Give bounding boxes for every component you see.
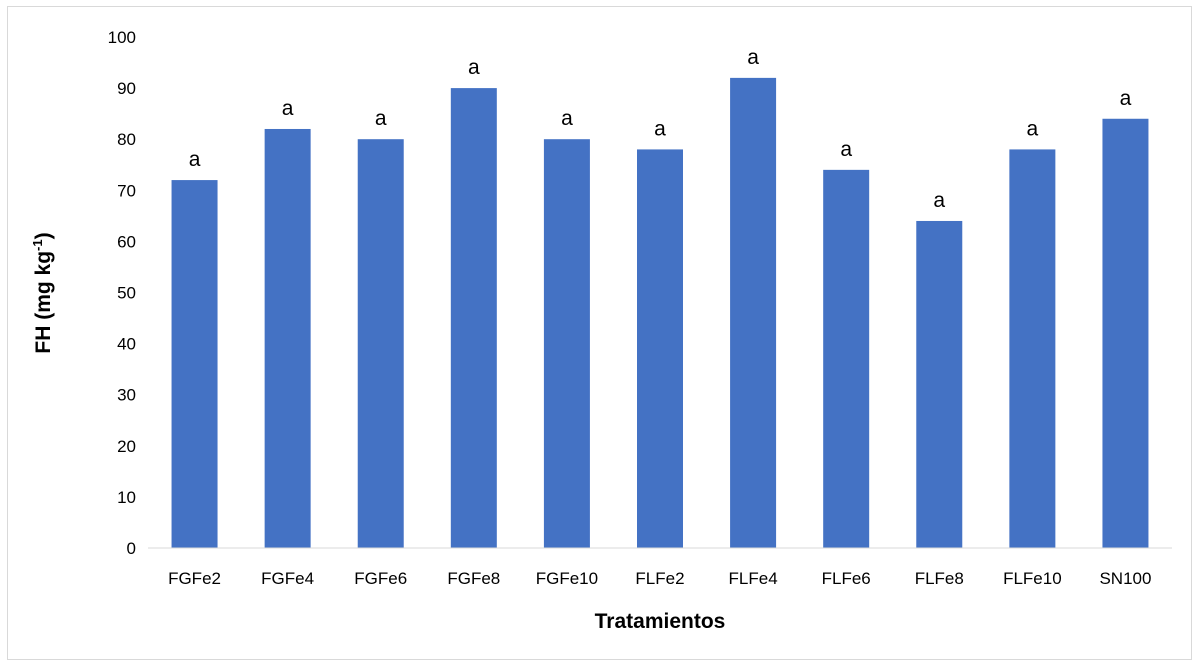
x-tick-label: FLFe6: [822, 569, 871, 588]
bar-sn100: [1102, 118, 1149, 548]
y-tick-label: 0: [127, 539, 136, 558]
bar-data-label: a: [654, 117, 666, 140]
y-tick-label: 10: [117, 488, 136, 507]
x-axis-ticks: FGFe2 FGFe4 FGFe6 FGFe8 FGFe10 FLFe2 FLFe4 FLFe…: [168, 569, 1151, 588]
bar-data-label: a: [1120, 87, 1132, 110]
bar-data-label: a: [840, 138, 852, 161]
x-tick-label: FGFe6: [354, 569, 407, 588]
y-tick-label: 100: [108, 28, 136, 47]
bar-flfe6: [823, 169, 870, 549]
y-tick-label: 80: [117, 130, 136, 149]
y-axis-ticks: 0 10 20 30 40 50 60 70 80 90 100: [108, 28, 136, 558]
y-tick-label: 30: [117, 386, 136, 405]
bar-fgfe8: [450, 88, 497, 548]
bar-flfe4: [730, 77, 777, 548]
x-tick-label: FGFe2: [168, 569, 221, 588]
bars: [171, 77, 1149, 549]
bar-fgfe4: [264, 128, 311, 549]
y-axis-title-main: FH (mg kg: [32, 251, 55, 354]
bar-data-labels: a a a a a a a a a a a: [189, 46, 1132, 212]
y-tick-label: 60: [117, 232, 136, 251]
y-tick-label: 90: [117, 79, 136, 98]
bar-data-label: a: [747, 46, 759, 69]
x-tick-label: FGFe8: [447, 569, 500, 588]
bar-fgfe6: [357, 139, 404, 548]
y-axis-title-superscript: -1: [30, 239, 45, 251]
x-axis-title: Tratamientos: [595, 610, 726, 633]
y-tick-label: 70: [117, 181, 136, 200]
bar-fgfe2: [171, 180, 218, 548]
x-tick-label: FGFe4: [261, 569, 314, 588]
bar-data-label: a: [375, 107, 387, 130]
y-axis-title-close: ): [32, 232, 55, 239]
y-tick-label: 40: [117, 335, 136, 354]
x-tick-label: FLFe4: [729, 569, 778, 588]
bar-data-label: a: [561, 107, 573, 130]
bar-fgfe10: [543, 139, 590, 548]
y-axis-title: FH (mg kg-1): [30, 232, 55, 353]
x-tick-label: FLFe8: [915, 569, 964, 588]
bar-flfe8: [916, 220, 963, 548]
x-tick-label: FGFe10: [536, 569, 598, 588]
x-tick-label: FLFe10: [1003, 569, 1062, 588]
bar-data-label: a: [933, 189, 945, 212]
bar-flfe2: [637, 149, 683, 549]
bar-data-label: a: [189, 148, 201, 171]
bar-data-label: a: [468, 56, 480, 79]
bar-flfe10: [1009, 149, 1056, 549]
bar-data-label: a: [1027, 117, 1039, 140]
y-tick-label: 50: [117, 284, 136, 303]
x-tick-label: FLFe2: [635, 569, 684, 588]
y-tick-label: 20: [117, 437, 136, 456]
bar-data-label: a: [282, 97, 294, 120]
x-tick-label: SN100: [1099, 569, 1151, 588]
